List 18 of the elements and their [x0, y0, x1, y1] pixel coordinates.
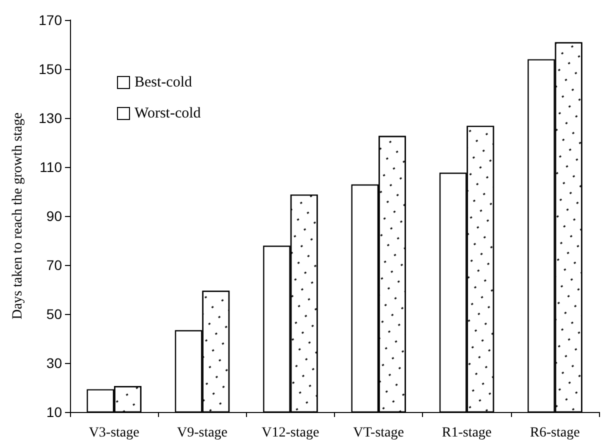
y-tick-label: 150: [38, 61, 62, 77]
y-tick-label: 90: [46, 208, 62, 224]
legend-label: Best-cold: [134, 74, 192, 90]
y-tick-label: 10: [46, 404, 62, 420]
legend-label: Worst-cold: [134, 106, 202, 122]
y-tick-label: 170: [38, 12, 62, 28]
y-tick-label: 50: [46, 306, 62, 322]
x-tick-label: R6-stage: [530, 426, 580, 440]
y-tick-label: 70: [46, 257, 62, 273]
x-tick-label: R1-stage: [442, 426, 492, 440]
x-tick-label: VT-stage: [353, 426, 404, 440]
x-tick-label: V12-stage: [262, 426, 320, 440]
x-tick-label: V9-stage: [176, 426, 228, 440]
y-tick-label: 30: [46, 355, 62, 371]
y-tick-label: 130: [38, 110, 62, 126]
y-tick-label: 110: [40, 159, 62, 175]
y-axis-title: Days taken to reach the growth stage: [10, 112, 26, 320]
x-tick-label: V3-stage: [88, 426, 140, 440]
